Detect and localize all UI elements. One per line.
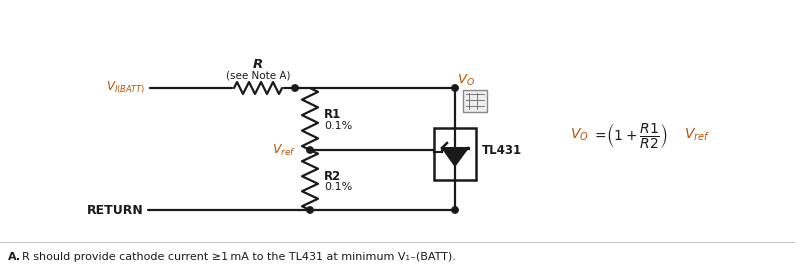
Bar xyxy=(434,128,476,180)
Text: TL431: TL431 xyxy=(482,144,522,156)
Text: $\left(1+\dfrac{R1}{R2}\right)$: $\left(1+\dfrac{R1}{R2}\right)$ xyxy=(606,121,668,150)
Polygon shape xyxy=(442,148,468,166)
Circle shape xyxy=(307,147,313,153)
Text: 0.1%: 0.1% xyxy=(324,182,352,192)
Text: $\mathit{V}_{\mathit{I(BATT)}}$: $\mathit{V}_{\mathit{I(BATT)}}$ xyxy=(107,80,146,96)
Circle shape xyxy=(292,85,298,91)
Text: R2: R2 xyxy=(324,170,341,182)
Text: R: R xyxy=(253,58,263,70)
Text: A.: A. xyxy=(8,252,21,262)
Text: $\mathit{V}_{\mathit{O}}$: $\mathit{V}_{\mathit{O}}$ xyxy=(457,72,475,88)
Circle shape xyxy=(307,207,313,213)
Bar xyxy=(463,90,487,112)
Circle shape xyxy=(452,85,458,91)
Text: $\mathit{V}_{\mathit{ref}}$: $\mathit{V}_{\mathit{ref}}$ xyxy=(272,142,296,158)
Text: $=$: $=$ xyxy=(592,128,607,142)
Text: RETURN: RETURN xyxy=(87,204,144,216)
Text: (see Note A): (see Note A) xyxy=(226,70,290,80)
Text: $\mathit{V}_{\mathit{ref}}$: $\mathit{V}_{\mathit{ref}}$ xyxy=(684,127,710,143)
Text: 0.1%: 0.1% xyxy=(324,121,352,131)
Circle shape xyxy=(452,207,458,213)
Text: R should provide cathode current ≥1 mA to the TL431 at minimum V₁₋(BATT).: R should provide cathode current ≥1 mA t… xyxy=(22,252,456,262)
Text: $\mathit{V}_\mathit{O}$: $\mathit{V}_\mathit{O}$ xyxy=(570,127,589,143)
Text: R1: R1 xyxy=(324,109,341,121)
